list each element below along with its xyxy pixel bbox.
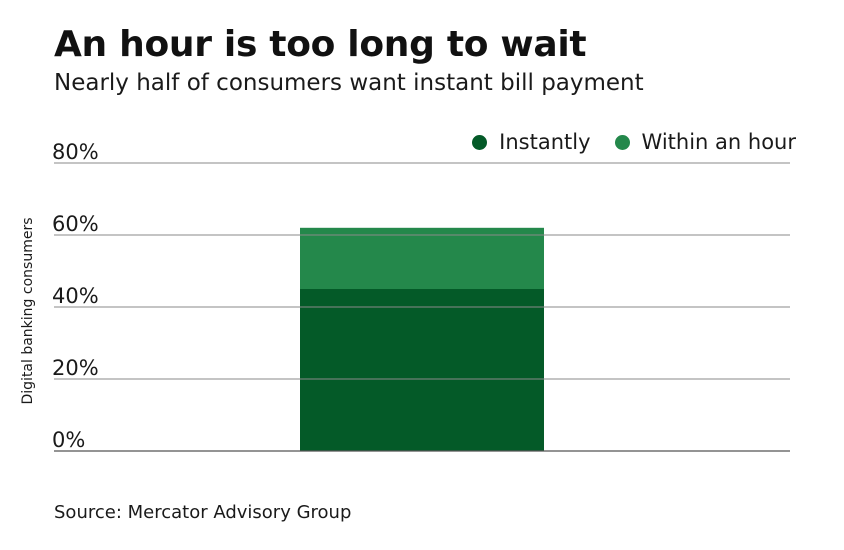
legend-item-within-an-hour: Within an hour	[614, 130, 796, 154]
legend-label-instantly: Instantly	[499, 130, 591, 154]
y-tick-label: 0%	[52, 428, 85, 452]
source-note: Source: Mercator Advisory Group	[54, 502, 352, 523]
y-tick-label: 20%	[52, 356, 99, 380]
legend-swatch-within-an-hour	[614, 134, 630, 150]
y-tick-label: 40%	[52, 284, 99, 308]
legend-label-within-an-hour: Within an hour	[641, 130, 796, 154]
chart-title: An hour is too long to wait	[54, 24, 587, 65]
y-tick-label: 60%	[52, 212, 99, 236]
bar-segment-instantly	[300, 289, 544, 451]
legend-swatch-instantly	[472, 134, 488, 150]
legend: Instantly Within an hour	[472, 130, 796, 154]
legend-item-instantly: Instantly	[472, 130, 591, 154]
y-tick-label: 80%	[52, 140, 99, 164]
bar-segment-within-an-hour	[300, 227, 544, 289]
chart-subtitle: Nearly half of consumers want instant bi…	[54, 70, 644, 96]
